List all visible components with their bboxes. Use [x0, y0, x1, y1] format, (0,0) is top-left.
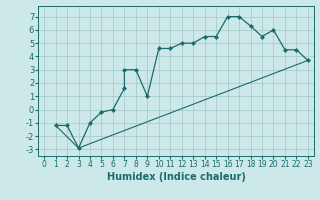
X-axis label: Humidex (Indice chaleur): Humidex (Indice chaleur)	[107, 172, 245, 182]
